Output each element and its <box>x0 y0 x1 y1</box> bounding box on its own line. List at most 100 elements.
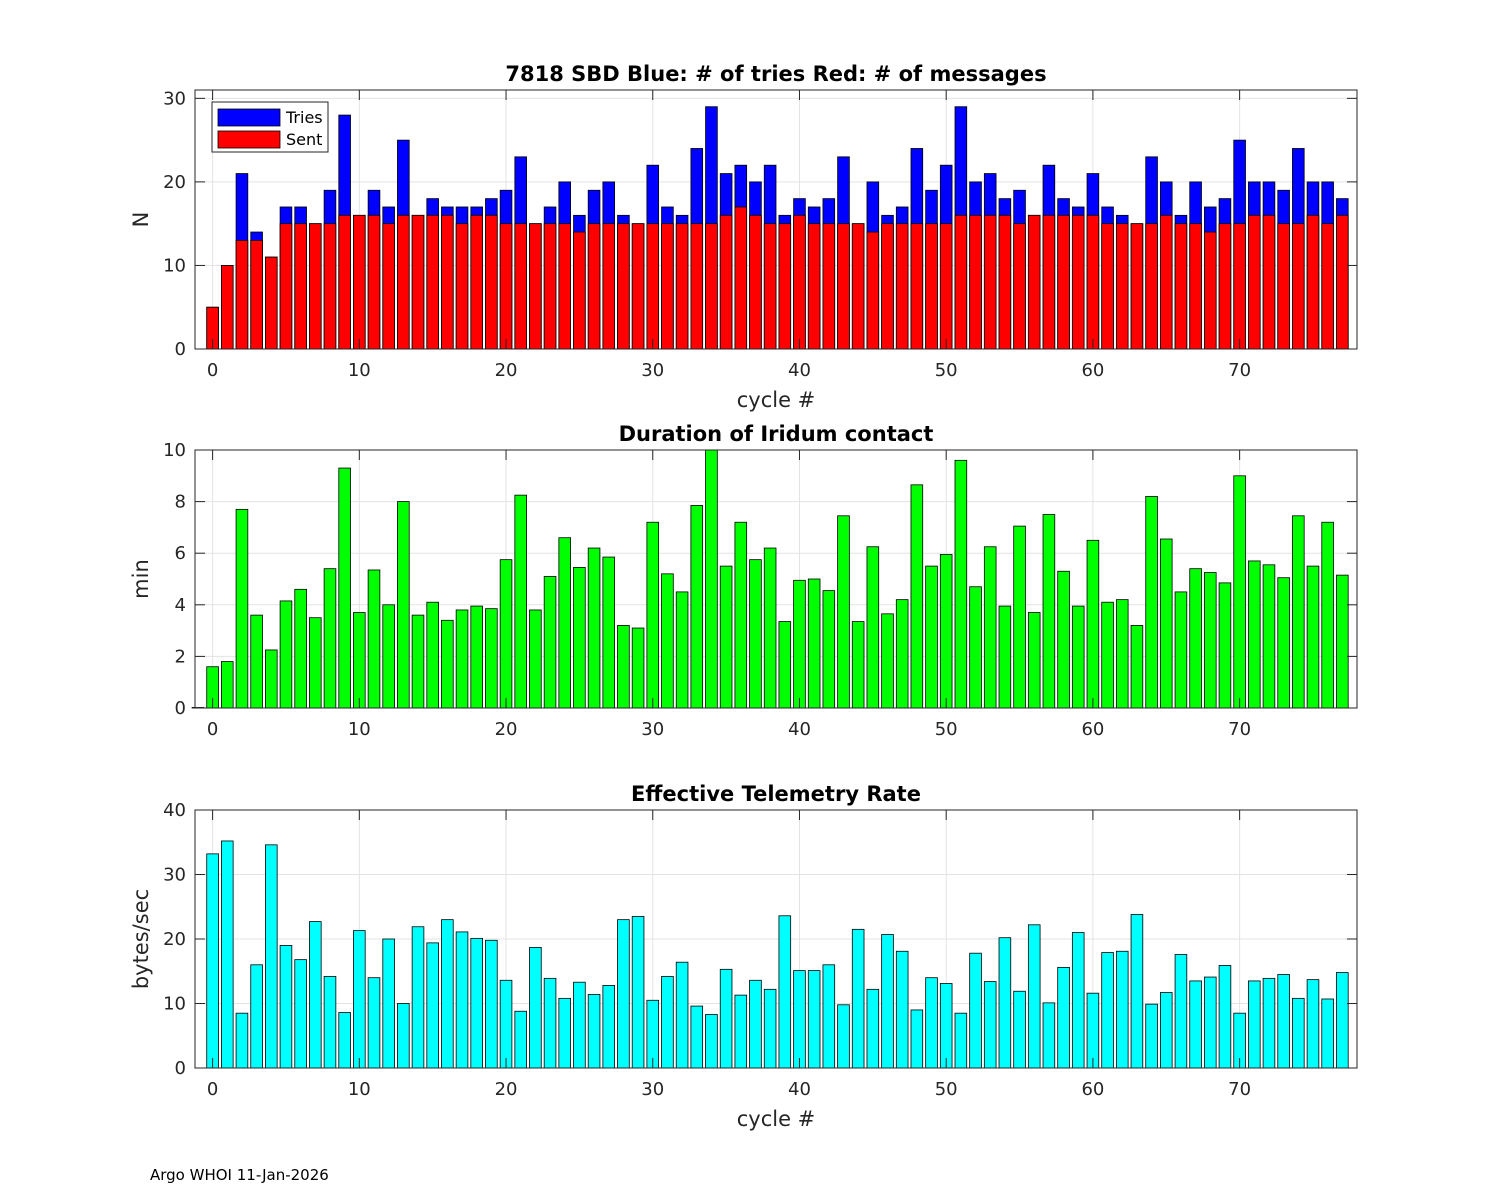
bar <box>543 977 557 1069</box>
x-tick-label: 60 <box>1081 1079 1104 1100</box>
bar <box>235 508 249 709</box>
bar <box>1189 980 1202 1069</box>
bar <box>1086 539 1100 709</box>
bar <box>250 614 263 709</box>
x-tick-label: 0 <box>207 1079 218 1100</box>
bar <box>1174 591 1188 709</box>
bar <box>221 265 234 350</box>
bar <box>793 214 806 350</box>
bar <box>470 214 483 350</box>
y-tick-label: 4 <box>175 595 186 616</box>
bar <box>807 578 821 709</box>
bar <box>279 223 293 350</box>
bar <box>690 223 704 350</box>
bar <box>1057 214 1070 350</box>
bar <box>1057 570 1070 709</box>
bar <box>1306 979 1320 1069</box>
bar <box>543 576 557 709</box>
rate-chart-panel: 0 10 20 30 40 50 60 70 0 10 20 30 40 Effective Teleme… <box>129 782 1358 1131</box>
x-tick-label: 0 <box>207 360 218 381</box>
bar <box>1101 601 1114 709</box>
bar <box>1277 974 1290 1069</box>
bar <box>1292 223 1305 350</box>
bar <box>1159 214 1173 350</box>
bar <box>998 214 1012 350</box>
bar <box>749 559 762 709</box>
bar <box>983 981 997 1069</box>
bar <box>397 501 410 709</box>
bar <box>1321 521 1334 709</box>
bar <box>954 1012 968 1069</box>
bar <box>323 223 337 350</box>
bar <box>1027 214 1041 350</box>
bar <box>485 939 498 1069</box>
series-rate <box>206 840 1349 1069</box>
x-tick-label: 10 <box>348 360 371 381</box>
bar <box>558 537 571 709</box>
x-tick-label: 70 <box>1228 719 1251 740</box>
bar <box>514 223 527 350</box>
bar <box>573 981 586 1069</box>
bar <box>514 1010 527 1069</box>
bar <box>1218 223 1232 350</box>
bar <box>734 206 748 350</box>
bar <box>734 994 748 1069</box>
bar <box>1292 515 1305 709</box>
x-axis-label: cycle # <box>737 1107 816 1131</box>
bar <box>382 223 395 350</box>
bar <box>265 649 278 709</box>
bar <box>778 915 792 1069</box>
bar <box>866 546 880 709</box>
y-tick-label: 20 <box>163 172 186 193</box>
bar <box>1145 223 1158 350</box>
bar <box>1218 582 1232 709</box>
bar <box>1145 496 1158 709</box>
y-axis-label: min <box>129 559 153 599</box>
x-tick-label: 30 <box>641 719 664 740</box>
bar <box>910 484 924 709</box>
bar <box>1174 223 1188 350</box>
bar <box>705 223 718 350</box>
bar <box>851 928 865 1069</box>
bar <box>719 968 733 1069</box>
y-tick-label: 10 <box>163 255 186 276</box>
bar <box>529 609 542 709</box>
bar <box>881 223 894 350</box>
bar <box>426 214 439 350</box>
bar <box>602 556 616 709</box>
bar <box>367 569 381 709</box>
bar <box>1189 568 1202 709</box>
bar <box>969 952 982 1069</box>
bar <box>441 214 454 350</box>
bar <box>1027 924 1041 1069</box>
bar <box>1292 997 1305 1069</box>
y-tick-label: 0 <box>175 698 186 719</box>
bar <box>309 223 322 350</box>
bar <box>1013 525 1026 709</box>
bar <box>954 459 968 709</box>
bar <box>602 223 616 350</box>
bar <box>1233 475 1246 709</box>
y-tick-label: 0 <box>175 339 186 360</box>
bar <box>998 605 1012 709</box>
bar <box>602 985 616 1069</box>
bar <box>1145 1003 1158 1069</box>
bar <box>294 959 307 1069</box>
bar <box>353 612 366 709</box>
y-axis-label: bytes/sec <box>129 889 153 989</box>
bar <box>323 976 337 1069</box>
bar <box>822 590 836 709</box>
axes-box <box>194 449 1358 709</box>
legend: Tries Sent <box>211 101 329 153</box>
bar <box>690 1005 704 1069</box>
bar <box>265 256 278 350</box>
x-tick-label: 70 <box>1228 1079 1251 1100</box>
bar <box>294 588 307 709</box>
bar <box>338 467 351 709</box>
bar <box>529 946 542 1069</box>
bar <box>895 950 909 1069</box>
bar <box>719 565 733 709</box>
bar <box>778 621 792 709</box>
bar <box>455 931 469 1069</box>
